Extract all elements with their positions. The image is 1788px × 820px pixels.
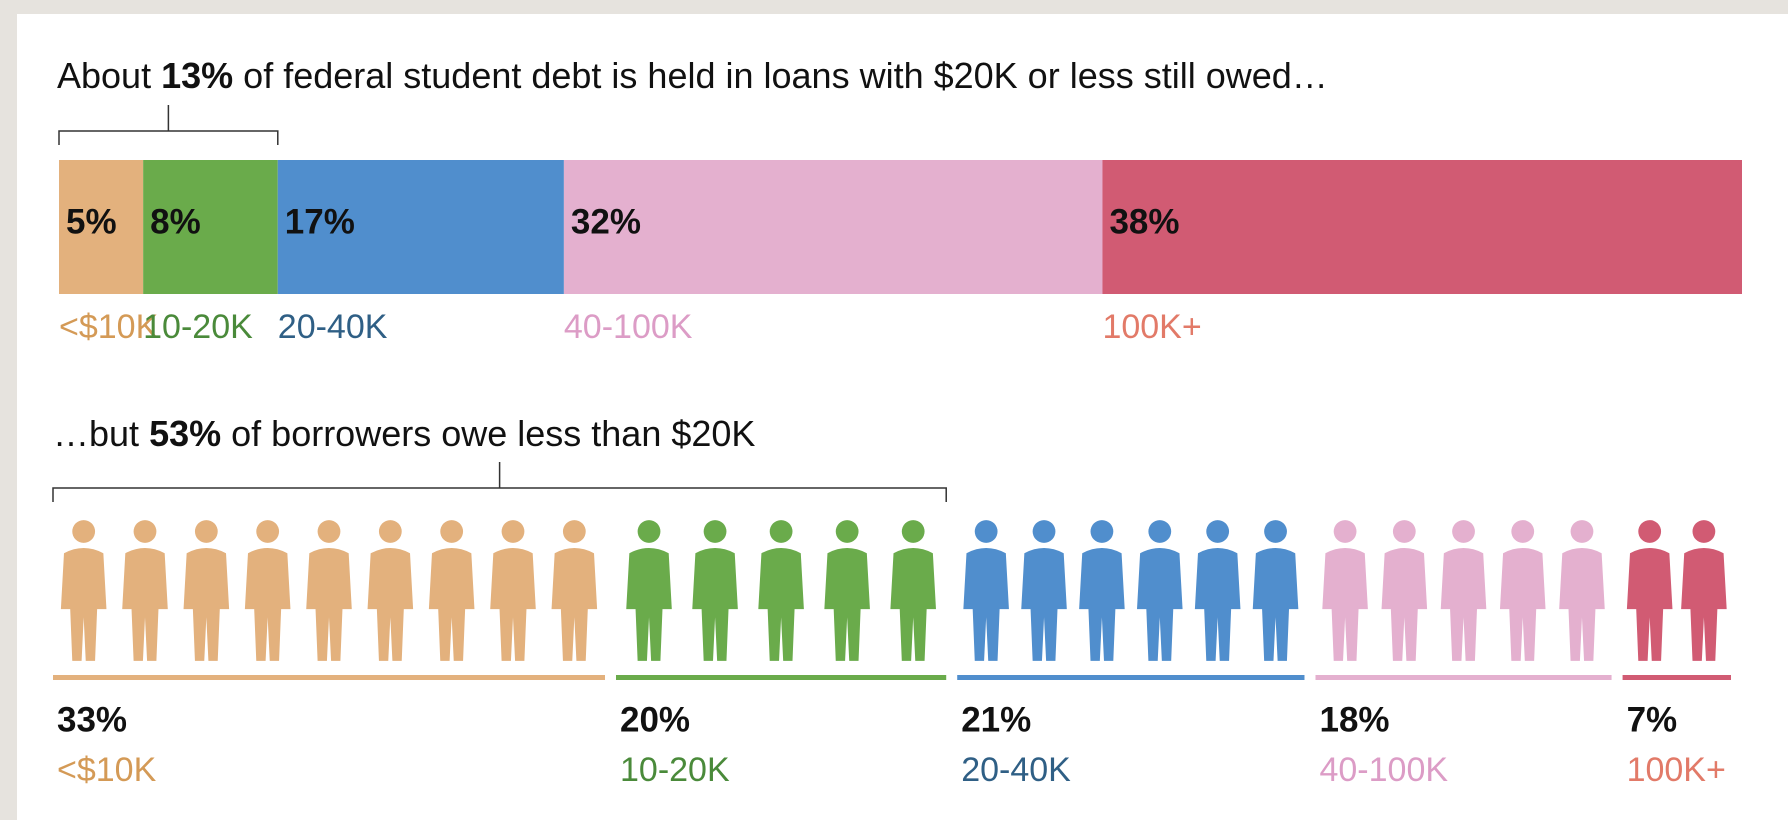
person-body [890,548,936,661]
headline-text: of federal student debt is held in loans… [243,55,1328,96]
bar-segment [277,160,564,294]
category-label: <$10K [57,751,157,789]
person-body [1440,548,1487,661]
value-label: 18% [1319,700,1389,739]
person-head [769,520,793,543]
person-body [1381,548,1428,661]
person-body [60,548,107,661]
segment-line [1315,675,1612,680]
segment-line [53,675,605,680]
person-head [1148,520,1172,543]
person-head [1264,520,1287,543]
person-head [501,520,525,543]
person-head [1333,520,1357,543]
person-head [378,520,402,543]
person-head [1511,520,1535,543]
person-head [133,520,157,543]
headline-figure: 13% [161,55,233,96]
person-head [974,520,998,543]
person-head [1032,520,1056,543]
category-label: 40-100K [564,308,693,346]
segment-line [957,675,1305,680]
card [17,14,1788,820]
segment-line [616,675,947,680]
headline-figure: 53% [149,413,221,454]
bracket [58,105,279,145]
headline-text: of borrowers owe less than $20K [231,413,755,454]
person-body [963,548,1009,661]
value-label: 20% [620,700,690,739]
person-body [1499,548,1546,661]
person-body [626,548,672,661]
person-head [1570,520,1594,543]
person-body [1681,548,1727,661]
person-head [562,520,586,543]
person-body [428,548,475,661]
person-body [1137,548,1183,661]
person-body [692,548,738,661]
person-body [1021,548,1067,661]
value-label: 7% [1627,700,1678,739]
person-body [122,548,168,661]
person-body [1079,548,1125,661]
category-label: 20-40K [278,308,388,346]
category-label: 100K+ [1102,308,1201,346]
bar-segment [59,160,144,294]
person-body [824,548,870,661]
bar-segment [143,160,278,294]
headline-text: …but [53,413,139,454]
person-head [703,520,727,543]
person-head [1452,520,1475,543]
person-head [440,520,464,543]
person-head [256,520,280,543]
value-label: 32% [571,202,641,241]
bar-segment [563,160,1103,294]
value-label: 21% [961,700,1031,739]
category-label: 20-40K [961,751,1071,789]
person-body [551,548,598,661]
person-body [490,548,536,661]
person-head [901,520,925,543]
person-head [72,520,96,543]
person-head [1692,520,1716,543]
value-label: 33% [57,700,127,739]
category-label: 10-20K [143,308,253,346]
value-label: 17% [285,202,355,241]
person-body [1626,548,1673,661]
person-body [1559,548,1605,661]
person-body [244,548,291,661]
person-head [194,520,218,543]
person-head [1638,520,1662,543]
category-label: 100K+ [1627,751,1726,789]
person-body [183,548,230,661]
category-label: 40-100K [1319,751,1448,789]
value-label: 5% [66,202,117,241]
value-label: 8% [150,202,201,241]
person-head [637,520,661,543]
category-label: 10-20K [620,751,730,789]
person-body [1194,548,1241,661]
bracket [52,462,947,502]
headline-text: About [57,55,151,96]
person-head [1090,520,1114,543]
person-head [1392,520,1416,543]
person-body [306,548,352,661]
person-body [367,548,414,661]
person-head [835,520,859,543]
person-head [317,520,341,543]
category-label: <$10K [59,308,159,346]
value-label: 38% [1109,202,1179,241]
headline: …but 53% of borrowers owe less than $20K [53,413,755,454]
person-body [1252,548,1299,661]
bar-segment [1102,160,1742,294]
person-body [758,548,804,661]
segment-line [1622,675,1731,680]
headline: About 13% of federal student debt is hel… [57,55,1328,96]
person-body [1322,548,1368,661]
person-head [1206,520,1230,543]
